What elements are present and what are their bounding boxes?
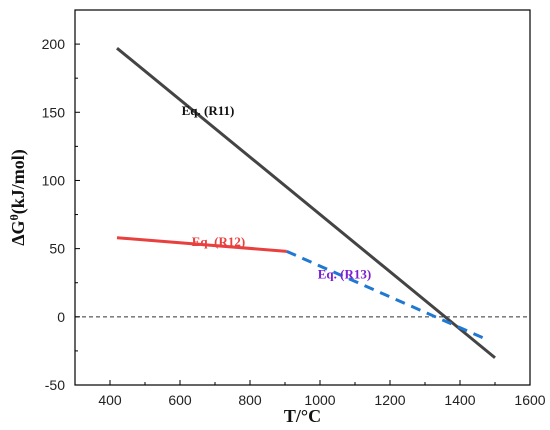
axis-ticks: 400 600 800 1000 1200 1400 1600 -50 0 50 100 150 200 (42, 36, 546, 408)
y-axis-title-superscript: θ (7, 214, 21, 220)
plot-lines (75, 47, 530, 359)
y-tick-label: 100 (42, 172, 66, 188)
y-tick-label: 0 (57, 309, 65, 325)
series-line-eq-r11 (116, 47, 496, 359)
x-tick-label: 1200 (374, 392, 405, 408)
x-tick-label: 1000 (304, 392, 335, 408)
y-tick-label: 50 (49, 241, 65, 257)
x-tick-label: 800 (238, 392, 262, 408)
series-line-eq-r13 (286, 249, 489, 342)
y-axis-title-unit: (kJ/mol) (8, 149, 29, 214)
annotation-label: Eq. (R13) (318, 267, 371, 282)
x-axis-title: T/°C (284, 406, 321, 426)
y-axis-title: ΔGθ(kJ/mol) (7, 149, 29, 246)
y-tick-label: -50 (45, 377, 65, 393)
y-tick-label: 150 (42, 104, 66, 120)
annotation-label: Eq. (R11) (182, 103, 235, 118)
plot-frame (74, 9, 531, 386)
x-tick-label: 1400 (444, 392, 475, 408)
y-axis-title-main: ΔG (8, 220, 28, 245)
annotations: Eq. (R11) Eq. (R12) Eq. (R13) (182, 103, 372, 282)
x-tick-label: 600 (168, 392, 192, 408)
y-tick-label: 200 (42, 36, 66, 52)
annotation-label: Eq. (R12) (192, 234, 245, 249)
x-tick-label: 1600 (514, 392, 545, 408)
x-tick-label: 400 (98, 392, 122, 408)
series-line-eq-r12 (116, 236, 287, 253)
